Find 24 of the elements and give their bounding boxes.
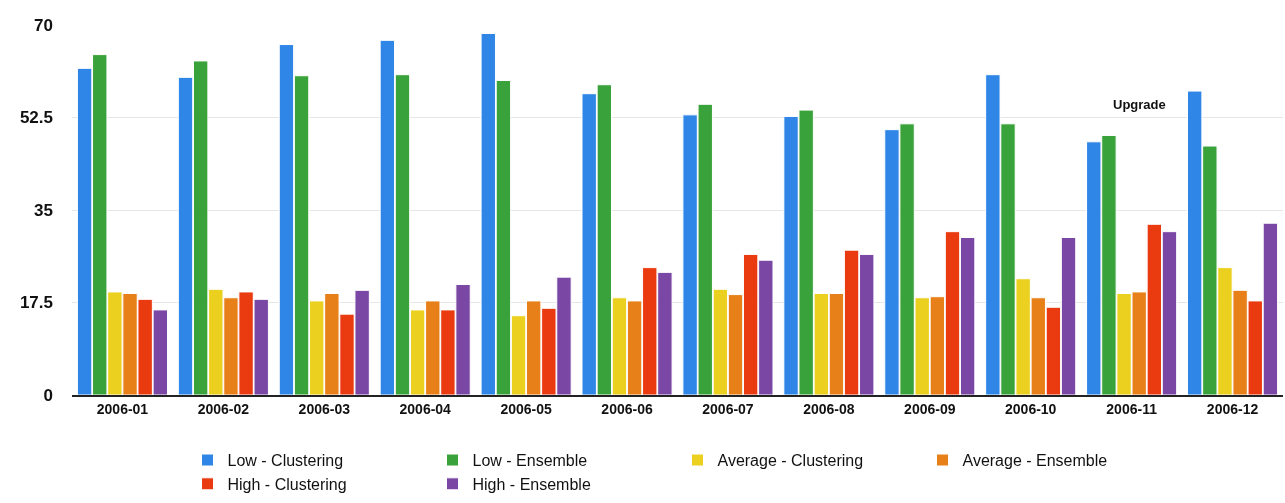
y-tick-label: 35 bbox=[34, 200, 53, 220]
x-tick-label: 2006-05 bbox=[500, 400, 553, 417]
x-tick-label: 2006-11 bbox=[1106, 400, 1158, 417]
legend-label: Average - Ensemble bbox=[962, 452, 1108, 470]
legend-label: High - Ensemble bbox=[472, 476, 591, 494]
y-tick-label: 0 bbox=[43, 385, 53, 405]
x-tick-label: 2006-12 bbox=[1206, 400, 1259, 417]
legend-label: Low - Clustering bbox=[227, 452, 344, 470]
x-tick-label: 2006-07 bbox=[702, 400, 754, 417]
x-tick-label: 2006-08 bbox=[803, 400, 855, 417]
annotation: Upgrade bbox=[1113, 97, 1166, 112]
y-tick-label: 52.5 bbox=[19, 108, 53, 128]
legend-label: Average - Clustering bbox=[717, 452, 864, 470]
x-tick-label: 2006-06 bbox=[601, 400, 653, 417]
y-tick-label: 70 bbox=[34, 15, 53, 35]
x-tick-label: 2006-01 bbox=[96, 400, 149, 417]
legend-label: High - Clustering bbox=[227, 476, 347, 494]
legend-label: Low - Ensemble bbox=[472, 452, 588, 470]
x-tick-label: 2006-10 bbox=[1005, 400, 1057, 417]
x-tick-label: 2006-02 bbox=[197, 400, 250, 417]
x-tick-label: 2006-09 bbox=[904, 400, 956, 417]
x-tick-label: 2006-03 bbox=[298, 400, 351, 417]
x-tick-label: 2006-04 bbox=[399, 400, 452, 417]
y-tick-label: 17.5 bbox=[19, 293, 53, 313]
